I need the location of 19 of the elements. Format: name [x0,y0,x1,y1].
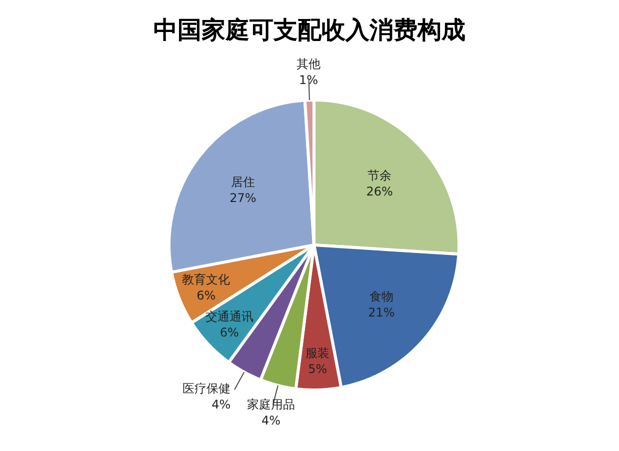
slice-label: 服装 [306,346,330,360]
slice-label: 交通通讯 [205,309,254,324]
slice-label: 家庭用品 [246,398,295,412]
data-label: 6% [220,325,239,340]
data-label: 27% [230,190,256,205]
slice-label: 居住 [230,174,255,189]
data-label: 4% [212,398,231,412]
chart-title: 中国家庭可支配收入消费构成 [152,14,466,46]
data-label: 4% [261,414,280,428]
data-label: 21% [368,305,395,320]
data-label: 5% [308,362,328,376]
slice-label: 教育文化 [182,272,230,287]
slice-label: 医疗保健 [182,382,231,396]
data-label: 26% [366,184,393,198]
data-label: 6% [196,288,216,303]
slice-label: 其他 [296,57,321,72]
slice-label: 食物 [369,289,394,304]
data-label: 1% [299,73,318,88]
slice-label: 节余 [368,168,392,182]
